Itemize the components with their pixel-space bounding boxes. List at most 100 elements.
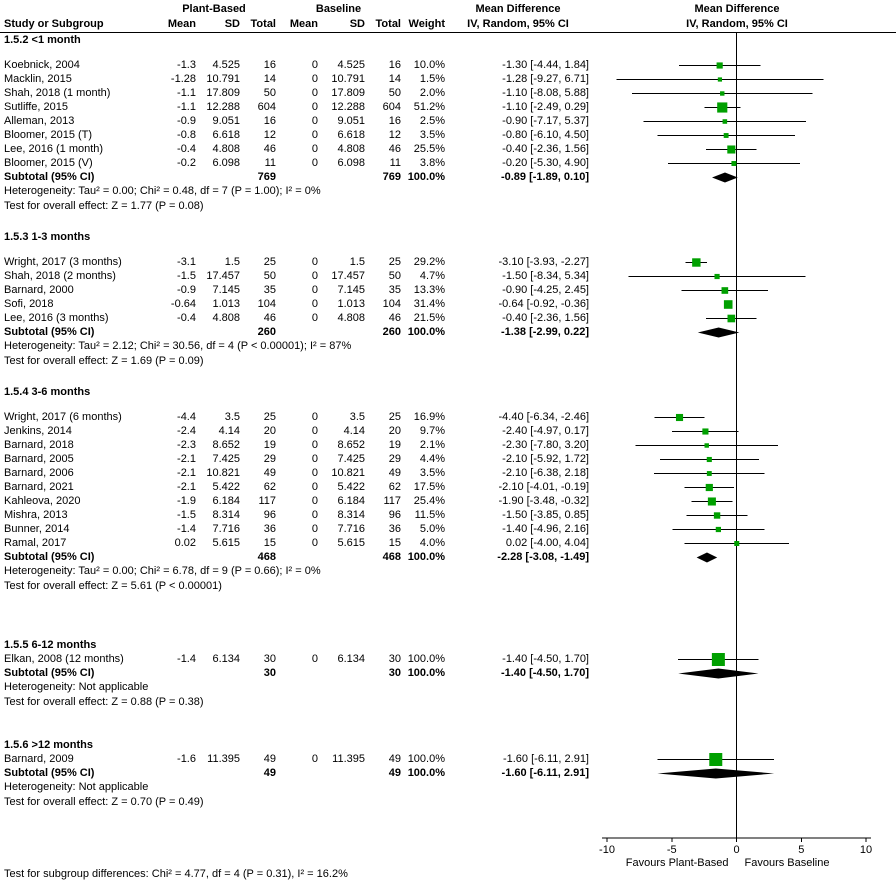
plant-sd-value: 8.652 [212,439,240,451]
study-name: Barnard, 2018 [4,439,74,451]
study-row: Wright, 2017 (6 months) -4.4 3.5 25 0 3.5 25 16… [0,410,896,424]
plant-total-value: 11 [264,157,276,169]
weight-value: 1.5% [419,73,445,85]
baseline-sd-value: 4.808 [337,143,365,155]
plant-total-header: Total [250,18,276,30]
baseline-mean-value: 0 [311,270,318,282]
subgroup-header-row: 1.5.2 <1 month [0,33,896,47]
baseline-sd-value: 4.14 [343,425,365,437]
weight-value: 2.0% [419,87,445,99]
baseline-sd-value: 11.395 [332,753,365,765]
subtotal-plant-total: 468 [257,551,276,563]
plant-total-value: 35 [263,284,276,296]
plant-mean-value: -2.1 [177,467,196,479]
plant-total-value: 49 [263,467,276,479]
baseline-sd-value: 6.134 [337,653,365,665]
plant-sd-value: 3.5 [224,411,240,423]
overall-effect-row: Test for overall effect: Z = 0.70 (P = 0… [0,795,896,810]
plant-total-value: 29 [263,453,276,465]
baseline-mean-value: 0 [311,298,318,310]
baseline-sd-value: 7.716 [337,523,365,535]
plant-total-value: 19 [263,439,276,451]
study-column-header: Study or Subgroup [4,18,104,30]
heterogeneity-row: Heterogeneity: Tau² = 0.00; Chi² = 6.78,… [0,564,896,579]
study-row: Barnard, 2005 -2.1 7.425 29 0 7.425 29 4.4% -2.1… [0,452,896,466]
weight-value: 9.7% [419,425,445,437]
header-column-row: Study or Subgroup Mean SD Total Mean SD … [0,17,896,32]
plant-total-value: 604 [257,101,276,113]
weight-value: 11.5% [414,509,445,521]
baseline-total-value: 30 [388,653,401,665]
plant-sd-value: 12.288 [206,101,240,113]
baseline-total-value: 49 [388,467,401,479]
plant-based-group-header: Plant-Based [182,3,246,15]
subtotal-label: Subtotal (95% CI) [4,171,95,183]
weight-value: 31.4% [413,298,445,310]
subtotal-label: Subtotal (95% CI) [4,767,95,779]
iv-random-ci-column-header: IV, Random, 95% CI [467,18,569,30]
study-row: Elkan, 2008 (12 months) -1.4 6.134 30 0 6.134… [0,652,896,666]
baseline-total-value: 35 [388,284,401,296]
study-row: Bunner, 2014 -1.4 7.716 36 0 7.716 36 5.0% -1.40… [0,522,896,536]
baseline-total-value: 20 [388,425,401,437]
overall-effect-note: Test for overall effect: Z = 1.69 (P = 0… [4,355,204,367]
subtotal-row: Subtotal (95% CI) 260 260 100.0% -1.38 [-2.9… [0,325,896,339]
plant-total-value: 46 [263,312,276,324]
table-header: Plant-Based Baseline Mean Difference Mea… [0,0,896,33]
weight-value: 3.5% [419,129,445,141]
study-name: Jenkins, 2014 [4,425,72,437]
baseline-mean-value: 0 [311,509,318,521]
baseline-mean-header: Mean [289,18,318,30]
plant-mean-value: -1.5 [177,509,196,521]
study-name: Barnard, 2006 [4,467,74,479]
baseline-mean-value: 0 [311,157,318,169]
weight-value: 3.5% [419,467,445,479]
study-row: Barnard, 2021 -2.1 5.422 62 0 5.422 62 17.5% -2.… [0,480,896,494]
plant-sd-value: 7.425 [212,453,240,465]
plant-total-value: 96 [263,509,276,521]
weight-value: 10.0% [413,59,445,71]
plant-mean-value: -0.2 [177,157,196,169]
study-name: Lee, 2016 (3 months) [4,312,109,324]
subtotal-plant-total: 49 [263,767,276,779]
weight-value: 4.7% [419,270,445,282]
axis-tick-label: -5 [667,844,677,856]
study-name: Shah, 2018 (2 months) [4,270,116,282]
plant-mean-value: -1.28 [170,73,196,85]
baseline-total-value: 15 [388,537,401,549]
study-row: Koebnick, 2004 -1.3 4.525 16 0 4.525 16 10.0% -1… [0,58,896,72]
heterogeneity-note: Heterogeneity: Not applicable [4,681,149,693]
subtotal-ci: -1.60 [-6.11, 2.91] [501,767,589,779]
mean-difference-ci-value: -1.10 [-8.08, 5.88] [502,87,589,99]
baseline-total-value: 25 [388,411,401,423]
plant-sd-value: 17.809 [206,87,240,99]
baseline-total-value: 96 [388,509,401,521]
weight-value: 16.9% [413,411,445,423]
study-name: Kahleova, 2020 [4,495,81,507]
plant-sd-value: 5.615 [212,537,240,549]
baseline-sd-value: 6.618 [337,129,365,141]
study-name: Barnard, 2000 [4,284,74,296]
mean-difference-ci-value: -2.10 [-5.92, 1.72] [502,453,589,465]
baseline-mean-value: 0 [311,495,318,507]
table-body: 1.5.2 <1 month Koebnick, 2004 -1.3 4.525 16 0… [0,33,896,810]
subgroup-label: 1.5.6 >12 months [4,739,93,751]
baseline-total-value: 25 [388,256,401,268]
study-row: Lee, 2016 (1 month) -0.4 4.808 46 0 4.808 46 25… [0,142,896,156]
subgroup-label: 1.5.4 3-6 months [4,386,91,398]
subgroup-label: 1.5.3 1-3 months [4,231,91,243]
baseline-sd-value: 5.615 [337,537,365,549]
plant-mean-value: -1.4 [177,523,196,535]
plant-total-value: 12 [263,129,276,141]
plant-total-value: 25 [263,411,276,423]
plant-mean-value: -0.8 [177,129,196,141]
study-name: Barnard, 2009 [4,753,74,765]
study-name: Shah, 2018 (1 month) [4,87,111,99]
mean-difference-ci-value: -1.90 [-3.48, -0.32] [498,495,590,507]
plant-total-value: 20 [263,425,276,437]
subtotal-plant-total: 30 [263,667,276,679]
subtotal-weight: 100.0% [407,171,445,183]
plant-mean-value: -1.1 [177,101,196,113]
plant-mean-value: -1.3 [177,59,196,71]
